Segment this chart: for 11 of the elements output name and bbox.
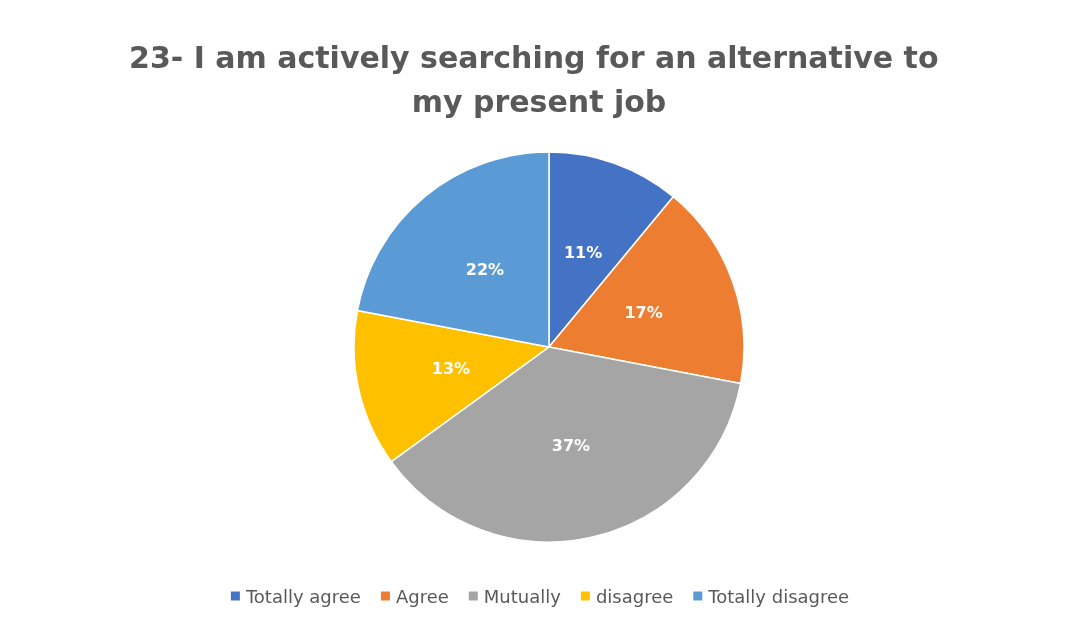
chart-title: 23- I am actively searching for an alternative to my present job [129,39,949,119]
legend-label: Mutually [483,585,562,607]
data-label: 17% [624,303,663,323]
data-label: 11% [563,242,603,262]
data-label: 22% [465,260,505,280]
legend-label: Agree [395,585,449,607]
data-label: 13% [431,359,471,379]
data-label: 37% [551,435,591,455]
legend-label: Totally agree [244,585,361,607]
legend-label: Totally disagree [707,585,850,607]
legend-label: disagree [595,585,674,607]
